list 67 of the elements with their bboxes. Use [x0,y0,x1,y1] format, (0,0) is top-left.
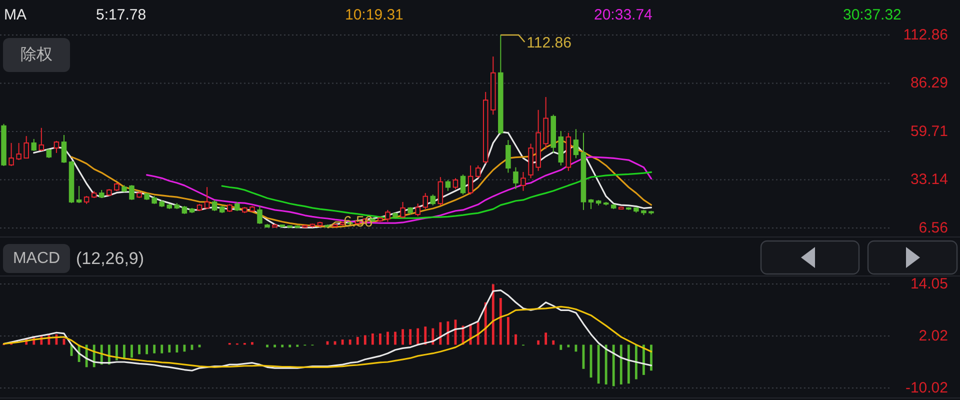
bar [266,344,268,348]
bar [378,333,382,345]
candlestick [543,96,548,150]
bar [341,340,344,345]
annotation: 112.86 [526,34,572,52]
bar [123,344,126,359]
y-tick-label: 2.02 [918,327,948,344]
candlestick [580,132,586,210]
bar [620,344,622,384]
bar [160,344,164,354]
y-tick-label: 59.71 [910,123,948,140]
line-series [2,289,652,372]
bar [176,344,178,352]
bar [476,322,480,345]
bar [409,329,412,345]
bar [281,344,284,348]
bar [356,336,359,345]
y-tick-label: 86.29 [910,74,948,92]
legend-title: MA [4,6,26,24]
line-series [2,306,652,368]
text: 10:19.31 [345,6,404,24]
bar [348,340,352,345]
bar [544,332,548,345]
bar [386,332,389,345]
bar [288,344,292,348]
bar [364,335,366,345]
bar [394,332,396,345]
bar [634,344,638,380]
bar [416,328,420,345]
bar [514,334,517,345]
bar [274,344,276,348]
text: 5:17.78 [96,6,146,24]
bar [251,342,254,345]
bar [552,340,555,345]
bar [499,298,502,345]
bar [612,344,615,386]
bar [402,329,404,345]
bar [537,340,540,345]
chart-subtitle: (12,26,9) [76,249,144,268]
bar [492,284,494,345]
bar [650,344,652,371]
y-tick-label: 6.56 [918,220,948,236]
bar [198,344,201,348]
bar [627,344,630,384]
y-tick-label: 112.86 [903,26,948,44]
bar [183,344,186,352]
chart-title: MACD [12,250,60,267]
bar [168,344,171,352]
bar [560,344,562,350]
bar [115,344,118,360]
bar [153,344,156,354]
bar [146,344,148,354]
annotation: 6.56 [344,214,373,230]
bar [371,333,374,345]
text: 30:37.32 [843,6,902,24]
bar [506,317,510,345]
bar [138,344,140,354]
y-tick-label: -10.02 [905,380,948,396]
text: 20:33.74 [594,6,652,24]
bar [604,344,608,384]
annotation: 除权 [20,46,52,64]
bar [439,322,442,345]
bar [130,344,133,358]
bar [574,344,578,352]
bar [567,344,570,348]
y-tick-label: 14.05 [910,276,948,292]
y-tick-label: 33.14 [910,171,948,188]
